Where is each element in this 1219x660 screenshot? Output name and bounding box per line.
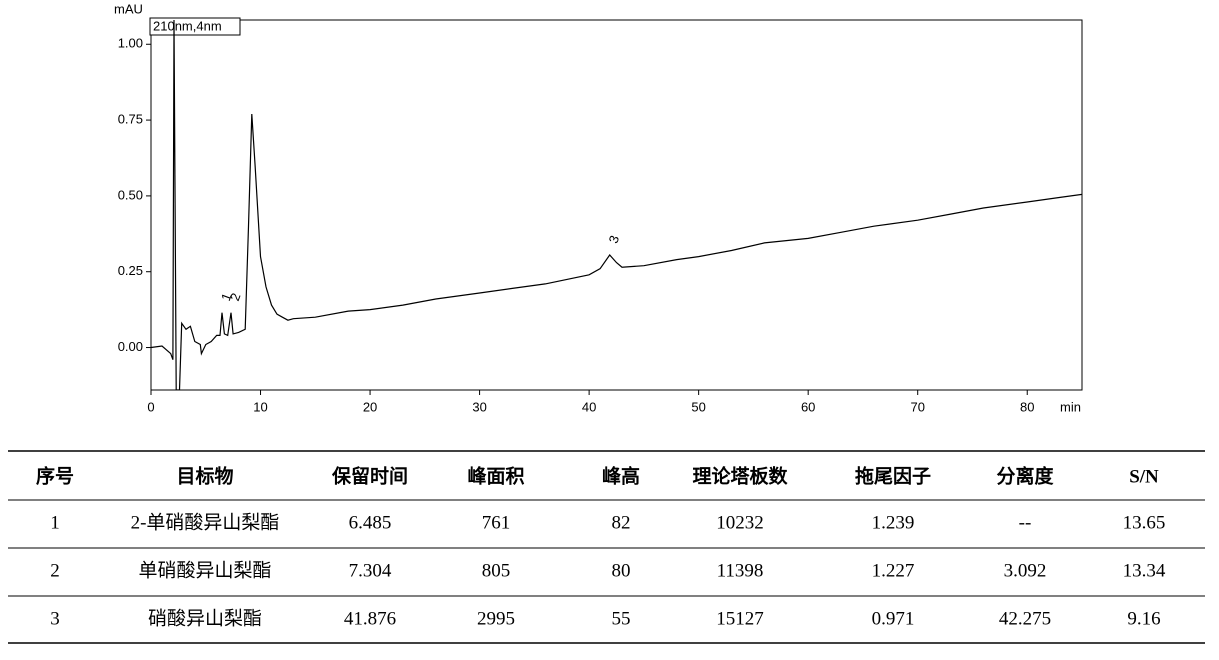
trace xyxy=(151,20,1082,390)
y-axis-label: mAU xyxy=(114,1,143,16)
table-cell: 7.304 xyxy=(349,560,392,581)
table-cell: 1.227 xyxy=(872,560,915,581)
table-header: 分离度 xyxy=(996,464,1054,487)
table-header: 理论塔板数 xyxy=(692,464,788,487)
x-tick-label: 70 xyxy=(910,399,924,414)
table-cell: 42.275 xyxy=(999,608,1051,629)
table-cell: 2-单硝酸异山梨酯 xyxy=(131,511,280,533)
table-header: S/N xyxy=(1129,466,1159,487)
table-header: 拖尾因子 xyxy=(855,464,931,487)
table-cell: 41.876 xyxy=(344,608,396,629)
x-tick-label: 30 xyxy=(472,399,486,414)
plot-frame xyxy=(150,19,1083,391)
y-tick-label: 0.25 xyxy=(118,263,143,278)
table-cell: 11398 xyxy=(717,560,764,581)
x-axis-label: min xyxy=(1060,399,1081,414)
x-tick-label: 20 xyxy=(363,399,377,414)
x-tick-label: 10 xyxy=(253,399,267,414)
peak-label: 3 xyxy=(606,233,623,245)
x-tick-label: 60 xyxy=(801,399,815,414)
table-cell: 硝酸异山梨酯 xyxy=(148,607,262,629)
legend-box xyxy=(149,17,241,36)
y-tick-label: 0.75 xyxy=(118,112,143,127)
table-header: 峰高 xyxy=(602,464,640,487)
x-tick-label: 50 xyxy=(691,399,705,414)
table-cell: 805 xyxy=(482,560,511,581)
table-cell: 2995 xyxy=(477,608,515,629)
table-cell: 3.092 xyxy=(1004,560,1047,581)
table-cell: 15127 xyxy=(716,608,764,629)
table-cell: 0.971 xyxy=(872,608,915,629)
table-cell: 6.485 xyxy=(349,512,392,533)
x-tick-label: 0 xyxy=(147,399,154,414)
table-header: 保留时间 xyxy=(331,464,408,487)
peak-label: 2 xyxy=(227,291,244,303)
table-cell: 80 xyxy=(612,560,631,581)
table-cell: 13.65 xyxy=(1123,512,1166,533)
table-header: 峰面积 xyxy=(467,464,524,487)
table-cell: 55 xyxy=(612,608,631,629)
x-tick-label: 40 xyxy=(582,399,596,414)
legend-text: 210nm,4nm xyxy=(153,18,222,33)
table-cell: 3 xyxy=(50,608,60,629)
table-cell: -- xyxy=(1019,512,1032,533)
table-cell: 1 xyxy=(50,512,60,533)
x-tick-label: 80 xyxy=(1020,399,1034,414)
table-header: 目标物 xyxy=(176,464,233,487)
table-cell: 2 xyxy=(50,560,60,581)
table-cell: 1.239 xyxy=(872,512,915,533)
table-cell: 82 xyxy=(612,512,631,533)
peak-label: 1 xyxy=(218,291,235,303)
y-tick-label: 1.00 xyxy=(118,36,143,51)
table-cell: 单硝酸异山梨酯 xyxy=(138,559,271,581)
table-cell: 9.16 xyxy=(1127,608,1160,629)
y-tick-label: 0.50 xyxy=(118,187,143,202)
table-cell: 13.34 xyxy=(1123,560,1166,581)
table-cell: 761 xyxy=(482,512,511,533)
table-cell: 10232 xyxy=(716,512,764,533)
table-header: 序号 xyxy=(36,464,74,487)
y-tick-label: 0.00 xyxy=(118,339,143,354)
